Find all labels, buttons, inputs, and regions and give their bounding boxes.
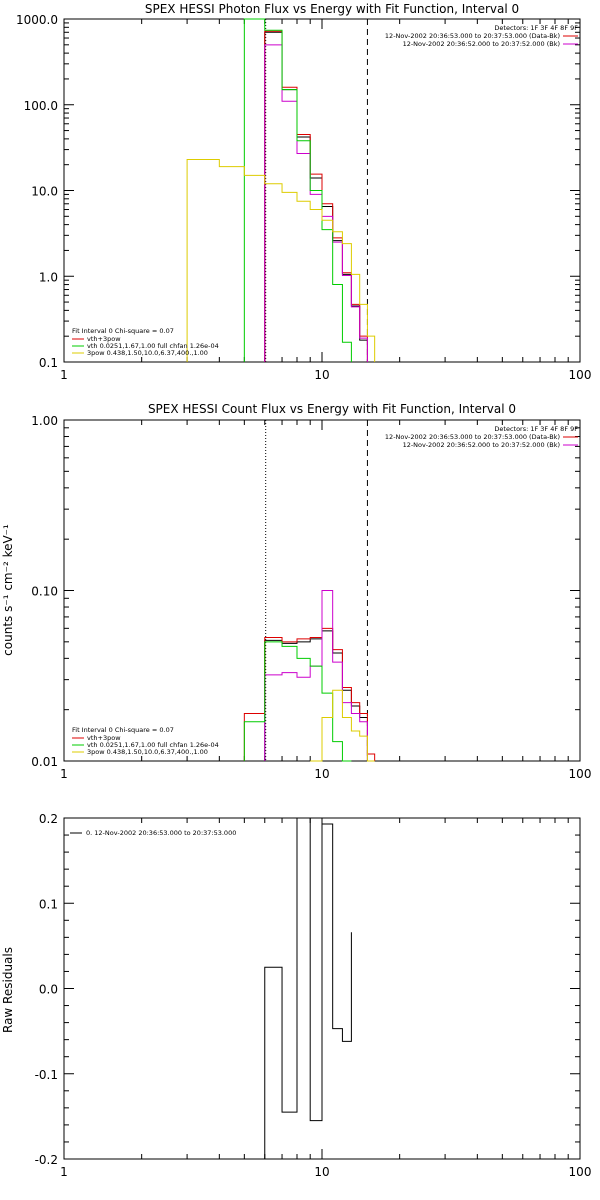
y-tick-label: 1.00 [31, 414, 58, 428]
histogram-series-4 [186, 158, 376, 362]
x-tick-label: 100 [569, 368, 592, 382]
info-detectors: Detectors: 1F 3F 4F 8F 9F [494, 24, 578, 32]
x-tick-label: 10 [314, 1165, 329, 1179]
y-tick-label: 1000.0 [16, 13, 58, 27]
x-tick-label: 100 [569, 767, 592, 781]
y-tick-label: 0.0 [39, 983, 58, 997]
legend-3pow-params: 3pow 0.438,1.50,10.0,6.37,400.,1.00 [87, 349, 208, 357]
count-flux-panel: SPEX HESSI Count Flux vs Energy with Fit… [1, 402, 591, 781]
y-tick-label: 10.0 [31, 185, 58, 199]
photon-flux-title: SPEX HESSI Photon Flux vs Energy with Fi… [145, 2, 519, 16]
y-tick-label: 0.1 [39, 356, 58, 370]
legend-fit-function: vth+3pow [87, 734, 121, 742]
x-tick-label: 100 [569, 1165, 592, 1179]
x-tick-label: 1 [60, 767, 68, 781]
photon-flux-panel: SPEX HESSI Photon Flux vs Energy with Fi… [16, 2, 591, 382]
y-tick-label: 0.1 [39, 897, 58, 911]
count-flux-title: SPEX HESSI Count Flux vs Energy with Fit… [148, 402, 516, 416]
legend-3pow-params: 3pow 0.438,1.50,10.0,6.37,400.,1.00 [87, 748, 208, 756]
x-tick-label: 10 [314, 368, 329, 382]
residuals-panel: Raw Residuals 1 10 100 -0.2 -0.1 0.0 0.1 0.2 0.… [1, 812, 591, 1179]
legend-vth-params: vth 0.0251,1.67,1.00 full chfan 1.26e-04 [87, 741, 219, 749]
info-bk-interval: 12-Nov-2002 20:36:52.000 to 20:37:52.000… [403, 40, 560, 48]
histogram-series-1 [264, 30, 368, 362]
x-tick-label: 10 [314, 767, 329, 781]
x-tick-label: 1 [60, 368, 68, 382]
residuals-legend: 0. 12-Nov-2002 20:36:53.000 to 20:37:53.… [70, 829, 236, 837]
y-tick-label: 100.0 [24, 99, 58, 113]
residuals-legend-text: 0. 12-Nov-2002 20:36:53.000 to 20:37:53.… [86, 829, 236, 837]
histogram-series-3 [243, 18, 352, 362]
photon-info-box: Detectors: 1F 3F 4F 8F 9F 12-Nov-2002 20… [385, 24, 578, 48]
y-tick-label: 0.01 [31, 755, 58, 769]
photon-fit-legend: Fit Interval 0 Chi-square = 0.07 vth+3po… [72, 327, 219, 357]
y-tick-label: -0.2 [35, 1153, 58, 1167]
legend-fit-interval: Fit Interval 0 Chi-square = 0.07 [72, 327, 174, 335]
legend-fit-function: vth+3pow [87, 335, 121, 343]
residuals-ylabel: Raw Residuals [1, 947, 15, 1033]
histogram-series-4 [310, 689, 375, 762]
histogram-series-1 [243, 627, 376, 761]
info-data-interval: 12-Nov-2002 20:36:53.000 to 20:37:53.000… [385, 433, 560, 441]
count-fit-legend: Fit Interval 0 Chi-square = 0.07 vth+3po… [72, 726, 219, 756]
count-info-box: Detectors: 1F 3F 4F 8F 9F 12-Nov-2002 20… [385, 425, 578, 449]
legend-vth-params: vth 0.0251,1.67,1.00 full chfan 1.26e-04 [87, 342, 219, 350]
histogram-series-0 [264, 630, 368, 761]
histogram-series-0 [264, 817, 352, 1159]
histogram-series-2 [264, 44, 368, 362]
histogram-series-0 [264, 31, 368, 362]
count-flux-ylabel: counts s⁻¹ cm⁻² keV⁻¹ [1, 524, 15, 656]
y-tick-label: -0.1 [35, 1068, 58, 1082]
info-detectors: Detectors: 1F 3F 4F 8F 9F [494, 425, 578, 433]
histogram-series-3 [243, 641, 352, 762]
y-tick-label: 0.10 [31, 585, 58, 599]
y-tick-label: 1.0 [39, 270, 58, 284]
y-tick-label: 0.2 [39, 812, 58, 826]
info-data-interval: 12-Nov-2002 20:36:53.000 to 20:37:53.000… [385, 32, 560, 40]
x-tick-label: 1 [60, 1165, 68, 1179]
legend-fit-interval: Fit Interval 0 Chi-square = 0.07 [72, 726, 174, 734]
histogram-series-2 [264, 590, 368, 761]
info-bk-interval: 12-Nov-2002 20:36:52.000 to 20:37:52.000… [403, 441, 560, 449]
